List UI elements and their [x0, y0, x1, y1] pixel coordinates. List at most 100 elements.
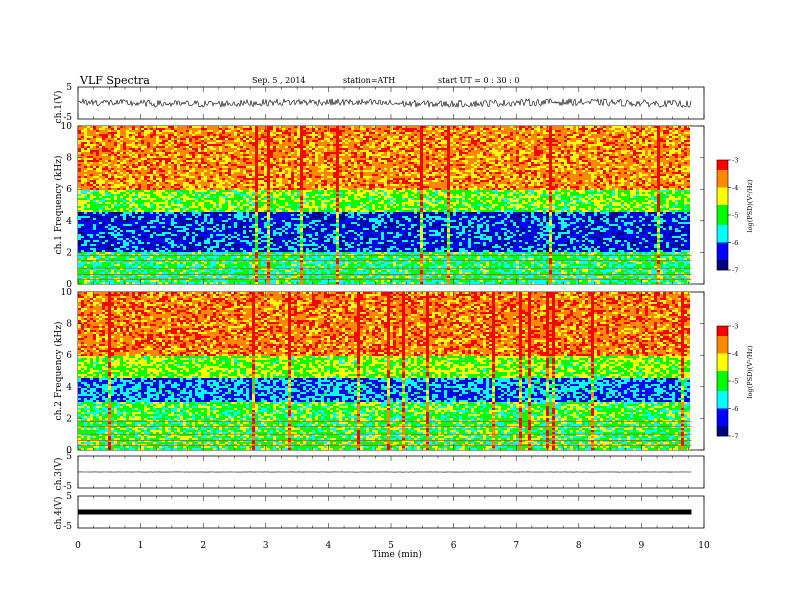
spectrogram-cell [237, 144, 240, 146]
spectrogram-cell [84, 192, 87, 194]
spectrogram-cell [255, 252, 258, 254]
spectrogram-cell [237, 242, 240, 244]
spectrogram-cell [177, 252, 180, 254]
spectrogram-cell [261, 212, 264, 214]
spectrogram-cell [87, 172, 90, 174]
spectrogram-cell [150, 158, 153, 160]
spectrogram-cell [165, 166, 168, 168]
spectrogram-cell [177, 210, 180, 212]
spectrogram-cell [126, 174, 129, 176]
spectrogram-cell [219, 192, 222, 194]
spectrogram-cell [162, 246, 165, 248]
spectrogram-cell [228, 272, 231, 274]
spectrogram-cell [144, 200, 147, 202]
spectrogram-cell [174, 226, 177, 228]
spectrogram-cell [141, 268, 144, 270]
spectrogram-cell [81, 200, 84, 202]
spectrogram-cell [99, 208, 102, 210]
spectrogram-cell [246, 180, 249, 182]
spectrogram-cell [138, 262, 141, 264]
spectrogram-cell [132, 280, 135, 282]
spectrogram-cell [210, 250, 213, 252]
spectrogram-cell [144, 216, 147, 218]
spectrogram-cell [141, 142, 144, 144]
spectrogram-cell [114, 224, 117, 226]
spectrogram-cell [153, 214, 156, 216]
spectrogram-cell [255, 152, 258, 154]
spectrogram-cell [186, 134, 189, 136]
spectrogram-cell [132, 260, 135, 262]
spectrogram-cell [213, 168, 216, 170]
spectrogram-cell [144, 260, 147, 262]
spectrogram-cell [111, 176, 114, 178]
spectrogram-cell [147, 252, 150, 254]
spectrogram-cell [189, 240, 192, 242]
spectrogram-cell [243, 174, 246, 176]
spectrogram-cell [81, 142, 84, 144]
spectrogram-cell [210, 268, 213, 270]
spectrogram-cell [147, 232, 150, 234]
spectrogram-cell [144, 186, 147, 188]
spectrogram-cell [186, 156, 189, 158]
spectrogram-cell [126, 252, 129, 254]
spectrogram-cell [96, 252, 99, 254]
spectrogram-cell [243, 256, 246, 258]
spectrogram-cell [132, 180, 135, 182]
spectrogram-cell [234, 170, 237, 172]
spectrogram-cell [231, 282, 234, 284]
spectrogram-cell [159, 172, 162, 174]
spectrogram-cell [228, 250, 231, 252]
spectrogram-cell [153, 220, 156, 222]
spectrogram-cell [138, 224, 141, 226]
spectrogram-cell [225, 148, 228, 150]
spectrogram-cell [237, 132, 240, 134]
spectrogram-cell [198, 168, 201, 170]
spectrogram-cell [87, 236, 90, 238]
spectrogram-cell [204, 256, 207, 258]
spectrogram-cell [138, 188, 141, 190]
spectrogram-cell [81, 222, 84, 224]
spectrogram-cell [117, 182, 120, 184]
spectrogram-cell [90, 268, 93, 270]
spectrogram-cell [165, 206, 168, 208]
spectrogram-cell [138, 220, 141, 222]
spectrogram-cell [198, 216, 201, 218]
spectrogram-cell [171, 126, 174, 128]
spectrogram-cell [255, 190, 258, 192]
spectrogram-cell [207, 252, 210, 254]
spectrogram-cell [225, 244, 228, 246]
spectrogram-cell [207, 222, 210, 224]
spectrogram-cell [159, 252, 162, 254]
spectrogram-cell [141, 202, 144, 204]
spectrogram-cell [201, 188, 204, 190]
spectrogram-cell [111, 128, 114, 130]
spectrogram-cell [261, 130, 264, 132]
spectrogram-cell [183, 188, 186, 190]
spectrogram-cell [111, 244, 114, 246]
spectrogram-cell [186, 232, 189, 234]
spectrogram-cell [78, 218, 81, 220]
spectrogram-cell [261, 182, 264, 184]
spectrogram-cell [114, 222, 117, 224]
spectrogram-cell [114, 200, 117, 202]
spectrogram-cell [210, 132, 213, 134]
spectrogram-cell [249, 268, 252, 270]
spectrogram-cell [246, 192, 249, 194]
spectrogram-cell [255, 146, 258, 148]
spectrogram-cell [132, 222, 135, 224]
spectrogram-cell [90, 166, 93, 168]
spectrogram-cell [126, 130, 129, 132]
spectrogram-cell [111, 186, 114, 188]
spectrogram-cell [228, 200, 231, 202]
spectrogram-cell [171, 208, 174, 210]
spectrogram-cell [132, 176, 135, 178]
spectrogram-cell [111, 164, 114, 166]
spectrogram-cell [201, 262, 204, 264]
spectrogram-cell [237, 196, 240, 198]
spectrogram-cell [261, 128, 264, 130]
spectrogram-cell [138, 256, 141, 258]
spectrogram-cell [153, 186, 156, 188]
spectrogram-cell [261, 144, 264, 146]
spectrogram-cell [93, 128, 96, 130]
spectrogram-cell [264, 132, 267, 134]
